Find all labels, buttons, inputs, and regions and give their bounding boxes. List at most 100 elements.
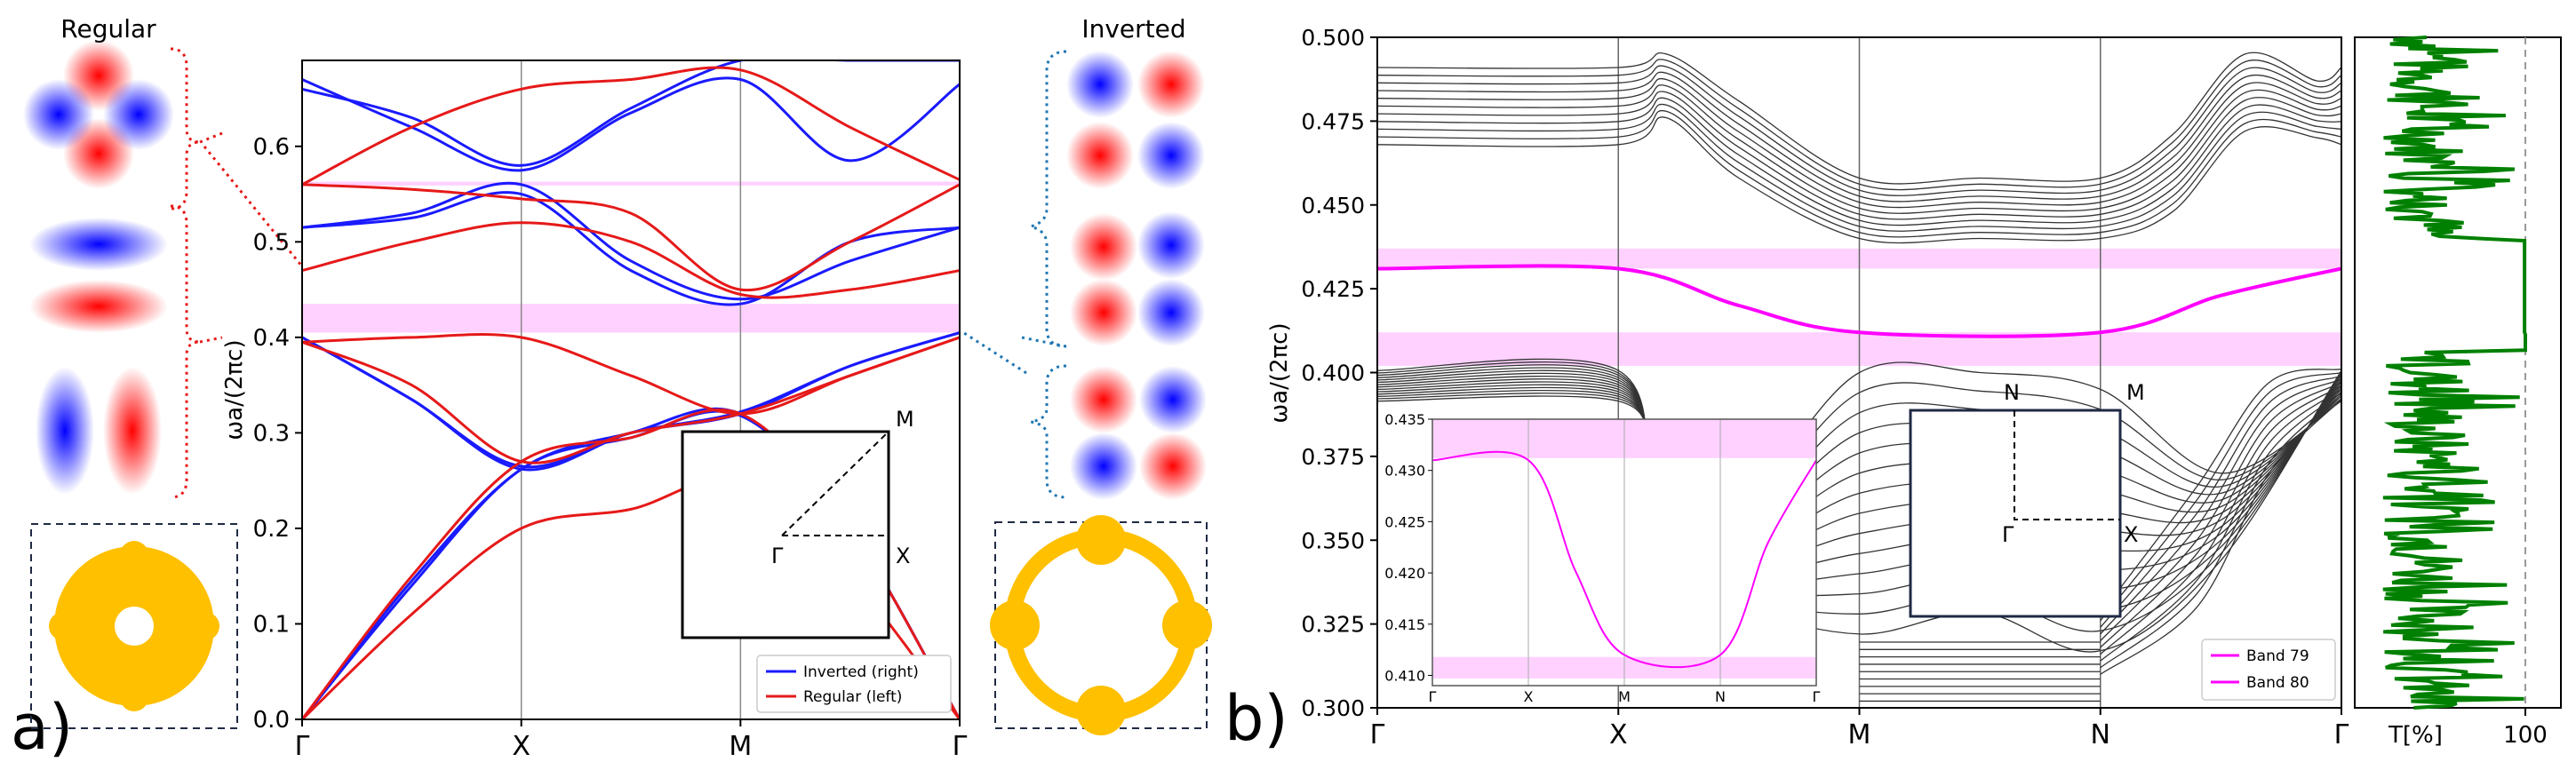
x-tick-label: Γ [295, 731, 310, 762]
band-line-14 [302, 66, 960, 187]
axes-frame [301, 60, 961, 720]
lower-band [1377, 367, 2341, 591]
bz-label-x: X [2124, 522, 2138, 547]
band-line-10 [302, 333, 960, 416]
t-tick-100: 100 [2503, 722, 2548, 749]
rising-band [2100, 378, 2341, 635]
upper-band [1377, 59, 2341, 191]
upper-band [1377, 97, 2341, 226]
y-tick-label-b: 0.300 [1301, 695, 1365, 721]
inset-y-tick-label: 0.425 [1384, 513, 1425, 530]
lower-band [1377, 386, 2341, 527]
y-tick-label: 0.1 [253, 611, 290, 638]
lower-band [1377, 381, 2341, 542]
regular-unit-cell [30, 523, 238, 729]
x-tick-label-b: Γ [2334, 719, 2349, 750]
y-tick-label: 0.5 [253, 229, 290, 256]
y-tick-label: 0.6 [253, 134, 290, 161]
regular-title: Regular [60, 14, 156, 44]
inset-x-tick-label: Γ [1813, 688, 1821, 705]
upper-band [1377, 52, 2341, 185]
rising-band [2100, 382, 2341, 641]
inverted-mode-1 [1066, 51, 1205, 189]
magenta-band [1377, 264, 2341, 338]
inset-y-tick-label: 0.420 [1384, 565, 1425, 582]
inset-label-gamma: Γ [771, 544, 784, 568]
regular-mode-2 [29, 209, 168, 342]
rising-band [2100, 388, 2341, 655]
transmission-panel: 100 T[%] [2354, 36, 2562, 749]
upper-band [1377, 65, 2341, 196]
upper-band [1377, 103, 2341, 232]
band-chart-b: 0.300 0.325 0.350 0.375 0.400 0.425 0.450 0.475… [1266, 25, 2349, 750]
inverted-unit-cell [990, 515, 1212, 735]
y-tick-label-b: 0.475 [1301, 108, 1365, 134]
band-chart-a: 0.0 0.1 0.2 0.3 0.4 0.5 0.6 Γ X M Γ ωa/(2πc) M Γ … [221, 60, 968, 762]
y-tick-label-b: 0.325 [1301, 612, 1365, 638]
legend-regular: Regular (left) [803, 688, 902, 706]
regular-mode-1 [23, 40, 174, 189]
x-tick-label-b: Γ [1370, 719, 1385, 750]
legend-band-79: Band 79 [2246, 647, 2309, 665]
t-xlabel: T[%] [2388, 722, 2443, 749]
zoom-inset: 0.410 0.415 0.420 0.425 0.430 0.435 Γ X M N Γ [1384, 411, 1820, 705]
upper-band [1377, 109, 2341, 238]
rising-band [2100, 392, 2341, 662]
y-tick-label-b: 0.425 [1301, 276, 1365, 302]
y-tick-label: 0.2 [253, 516, 290, 543]
gap-band-0 [302, 304, 960, 333]
band-line-11 [302, 336, 960, 464]
legend-a: Inverted (right) Regular (left) [756, 655, 952, 713]
x-tick-label-b: M [1848, 719, 1871, 750]
gap-band-1 [302, 181, 960, 186]
lower-band [1377, 369, 2341, 574]
upper-band [1377, 84, 2341, 214]
inset-x-tick-label: N [1715, 688, 1726, 705]
inset-x-tick-label: Γ [1429, 688, 1437, 705]
inset-y-tick-label: 0.415 [1384, 616, 1425, 633]
bz-label-gamma: Γ [2002, 522, 2014, 547]
inset-label-x: X [896, 544, 910, 568]
upper-band [1377, 116, 2341, 244]
bz-label-m: M [2126, 380, 2145, 405]
legend-inverted: Inverted (right) [803, 663, 919, 681]
x-tick-label-b: N [2091, 719, 2110, 750]
inset-y-tick-label: 0.410 [1384, 667, 1425, 684]
y-axis-label-b: ωa/(2πc) [1266, 322, 1293, 423]
panel-a-label: a) [11, 691, 73, 764]
y-tick-label: 0.3 [253, 420, 290, 447]
x-tick-label: M [729, 731, 752, 762]
inset-label-m: M [896, 407, 914, 432]
upper-band [1377, 71, 2341, 202]
gap-bands [302, 181, 960, 333]
lower-band [1377, 361, 2341, 507]
x-tick-label: X [512, 731, 530, 762]
y-tick-label: 0.0 [253, 707, 290, 734]
rising-band [2100, 399, 2341, 675]
brillouin-inset-b: N M Γ X [1909, 380, 2145, 618]
bz-label-n: N [2004, 380, 2020, 405]
y-tick-label: 0.4 [253, 325, 290, 352]
lower-band [1377, 372, 2341, 565]
inverted-mode-2 [1069, 211, 1205, 346]
inset-y-ticks: 0.410 0.415 0.420 0.425 0.430 0.435 [1384, 411, 1432, 684]
lower-band [1377, 382, 2341, 513]
y-tick-label-b: 0.350 [1301, 528, 1365, 553]
rising-band [2100, 371, 2341, 622]
regular-braces [170, 47, 304, 499]
rising-band [2100, 369, 2341, 615]
brillouin-inset: M Γ X [681, 407, 914, 639]
rising-band [2100, 395, 2341, 669]
inset-y-tick-label: 0.430 [1384, 463, 1425, 480]
rising-band [2100, 385, 2341, 648]
x-tick-label-b: X [1609, 719, 1628, 750]
y-ticks: 0.0 0.1 0.2 0.3 0.4 0.5 0.6 [253, 134, 302, 734]
x-tick-label: Γ [953, 731, 968, 762]
upper-band [1377, 91, 2341, 220]
lower-band [1377, 384, 2341, 534]
inset-y-tick-label: 0.435 [1384, 411, 1425, 428]
